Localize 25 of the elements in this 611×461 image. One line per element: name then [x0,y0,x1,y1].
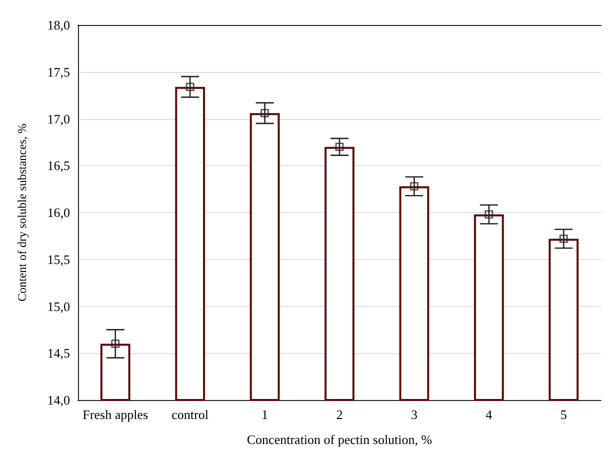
y-tick-label: 15,0 [47,298,70,314]
point [111,340,120,348]
y-tick-label: 17,5 [47,64,70,80]
point [559,234,568,243]
y-axis-title: Content of dry soluble substances, % [15,124,29,302]
x-axis-title: Concentration of pectin solution, % [246,432,432,447]
y-tick-label: 14,0 [47,392,70,408]
y-tick-label: 18,0 [47,18,70,32]
y-tick-label: 17,0 [47,111,70,126]
y-tick-label: 16,0 [47,205,70,220]
x-tick-label: 2 [336,407,343,422]
x-tick-label: 3 [410,407,418,422]
x-tick-label: 5 [560,407,567,422]
y-tick-label: 16,5 [47,158,70,174]
y-tick-label: 14,5 [47,346,70,361]
x-tick-label: 1 [262,407,268,422]
point [260,108,269,118]
y-tick-label: 15,5 [47,252,70,267]
x-tick-label: 4 [486,407,493,422]
x-tick-label: control [172,407,209,422]
point [335,142,344,152]
point [484,210,494,219]
point [410,182,418,190]
x-tick-label: Fresh apples [82,407,148,422]
point [186,82,194,92]
